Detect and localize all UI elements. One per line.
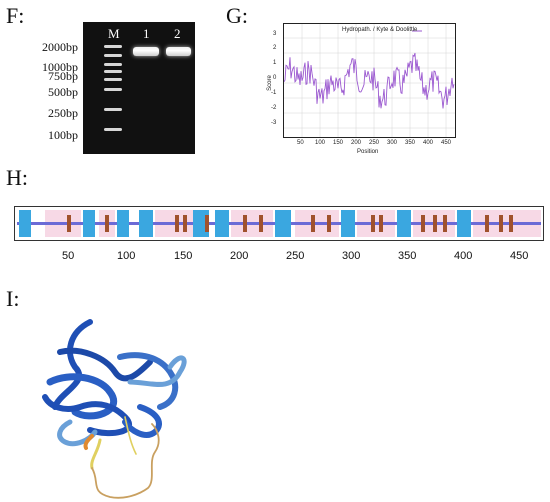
topology-helix xyxy=(341,210,355,237)
topology-helix xyxy=(83,210,95,237)
legend-text: Hydropath. / Kyte & Doolittle xyxy=(342,27,418,33)
hydropathy-plot: Hydropath. / Kyte & Doolittle xyxy=(283,23,456,138)
topology-helix xyxy=(117,210,129,237)
topology-strand xyxy=(259,215,263,232)
topology-strand xyxy=(175,215,179,232)
ladder-band xyxy=(104,45,122,48)
topology-svg xyxy=(17,210,541,237)
panel-label-g: G: xyxy=(226,3,248,28)
topology-tick-label: 150 xyxy=(174,250,193,262)
gel-lane-label: M xyxy=(108,26,120,41)
x-tick-label: 200 xyxy=(351,140,362,146)
marker-label: 2000bp xyxy=(42,40,78,54)
gel-image: M 1 2 xyxy=(83,22,195,154)
ladder-band xyxy=(104,54,122,57)
topology-track xyxy=(14,206,544,241)
structure-ribbon xyxy=(46,373,117,420)
ladder-band xyxy=(104,78,122,81)
marker-label: 250bp xyxy=(48,106,78,120)
topology-strand xyxy=(499,215,503,232)
topology-strand xyxy=(379,215,383,232)
structure-ribbon xyxy=(117,352,179,410)
topology-tick-label: 300 xyxy=(342,250,361,262)
topology-strand xyxy=(327,215,331,232)
topology-tick-label: 100 xyxy=(117,250,136,262)
topology-strand xyxy=(105,215,109,232)
structure-coil xyxy=(83,434,94,450)
ladder-band xyxy=(104,128,122,131)
sample-band-2 xyxy=(166,47,191,56)
structure-coil xyxy=(91,423,160,499)
x-tick-label: 350 xyxy=(405,140,416,146)
topology-tick-label: 350 xyxy=(398,250,417,262)
x-axis-title: Position xyxy=(357,149,379,155)
topology-strand xyxy=(243,215,247,232)
structure-coil xyxy=(124,416,137,455)
topology-strand xyxy=(485,215,489,232)
structure-ribbon xyxy=(52,319,93,410)
y-tick-label: 3 xyxy=(273,31,277,37)
y-tick-label: -1 xyxy=(271,90,277,96)
structure-coil xyxy=(90,438,102,470)
topology-tick-label: 200 xyxy=(230,250,249,262)
x-tick-label: 150 xyxy=(333,140,344,146)
topology-strand xyxy=(205,215,209,232)
y-tick-label: -3 xyxy=(271,120,277,126)
structure-ribbon xyxy=(57,347,153,382)
marker-label: 750bp xyxy=(48,69,78,83)
marker-label: 1000bp xyxy=(42,60,78,74)
topology-helix xyxy=(215,210,229,237)
ladder-band xyxy=(104,88,122,91)
topology-helix xyxy=(397,210,411,237)
topology-tick-label: 250 xyxy=(286,250,305,262)
gel-lane-label: 2 xyxy=(174,26,181,41)
protein-structure-image xyxy=(42,319,187,499)
y-tick-label: -2 xyxy=(271,105,277,111)
ladder-band xyxy=(104,63,122,66)
x-tick-label: 300 xyxy=(387,140,398,146)
x-tick-label: 250 xyxy=(369,140,380,146)
topology-strand xyxy=(433,215,437,232)
topology-tick-label: 400 xyxy=(454,250,473,262)
gel-lane-label: 1 xyxy=(143,26,150,41)
y-tick-label: 0 xyxy=(273,75,277,81)
y-axis-title: Score xyxy=(266,75,273,91)
y-tick-label: 2 xyxy=(273,45,277,51)
topology-strand xyxy=(311,215,315,232)
marker-label: 500bp xyxy=(48,85,78,99)
structure-ribbon xyxy=(42,394,132,437)
sample-band-1 xyxy=(133,47,159,56)
ladder-band xyxy=(104,70,122,73)
x-tick-label: 100 xyxy=(315,140,326,146)
panel-label-i: I: xyxy=(6,286,20,311)
topology-strand xyxy=(443,215,447,232)
y-tick-label: 1 xyxy=(273,60,277,66)
topology-strand xyxy=(509,215,513,232)
topology-tick-label: 50 xyxy=(62,250,75,262)
hydropathy-svg xyxy=(283,24,455,137)
structure-ribbon xyxy=(127,355,187,387)
topology-helix xyxy=(19,210,31,237)
topology-helix xyxy=(457,210,471,237)
panel-label-f: F: xyxy=(6,3,25,28)
marker-label: 100bp xyxy=(48,128,78,142)
topology-strand xyxy=(371,215,375,232)
x-tick-label: 450 xyxy=(441,140,452,146)
x-tick-label: 50 xyxy=(297,140,304,146)
topology-helix xyxy=(139,210,153,237)
panel-label-h: H: xyxy=(6,165,28,190)
topology-strand xyxy=(183,215,187,232)
topology-helix xyxy=(275,210,291,237)
hydropathy-series-line xyxy=(283,52,455,109)
topology-tick-label: 450 xyxy=(510,250,529,262)
x-tick-label: 400 xyxy=(423,140,434,146)
ladder-band xyxy=(104,108,122,111)
topology-strand xyxy=(67,215,71,232)
structure-ribbon xyxy=(122,404,162,438)
topology-strand xyxy=(421,215,425,232)
